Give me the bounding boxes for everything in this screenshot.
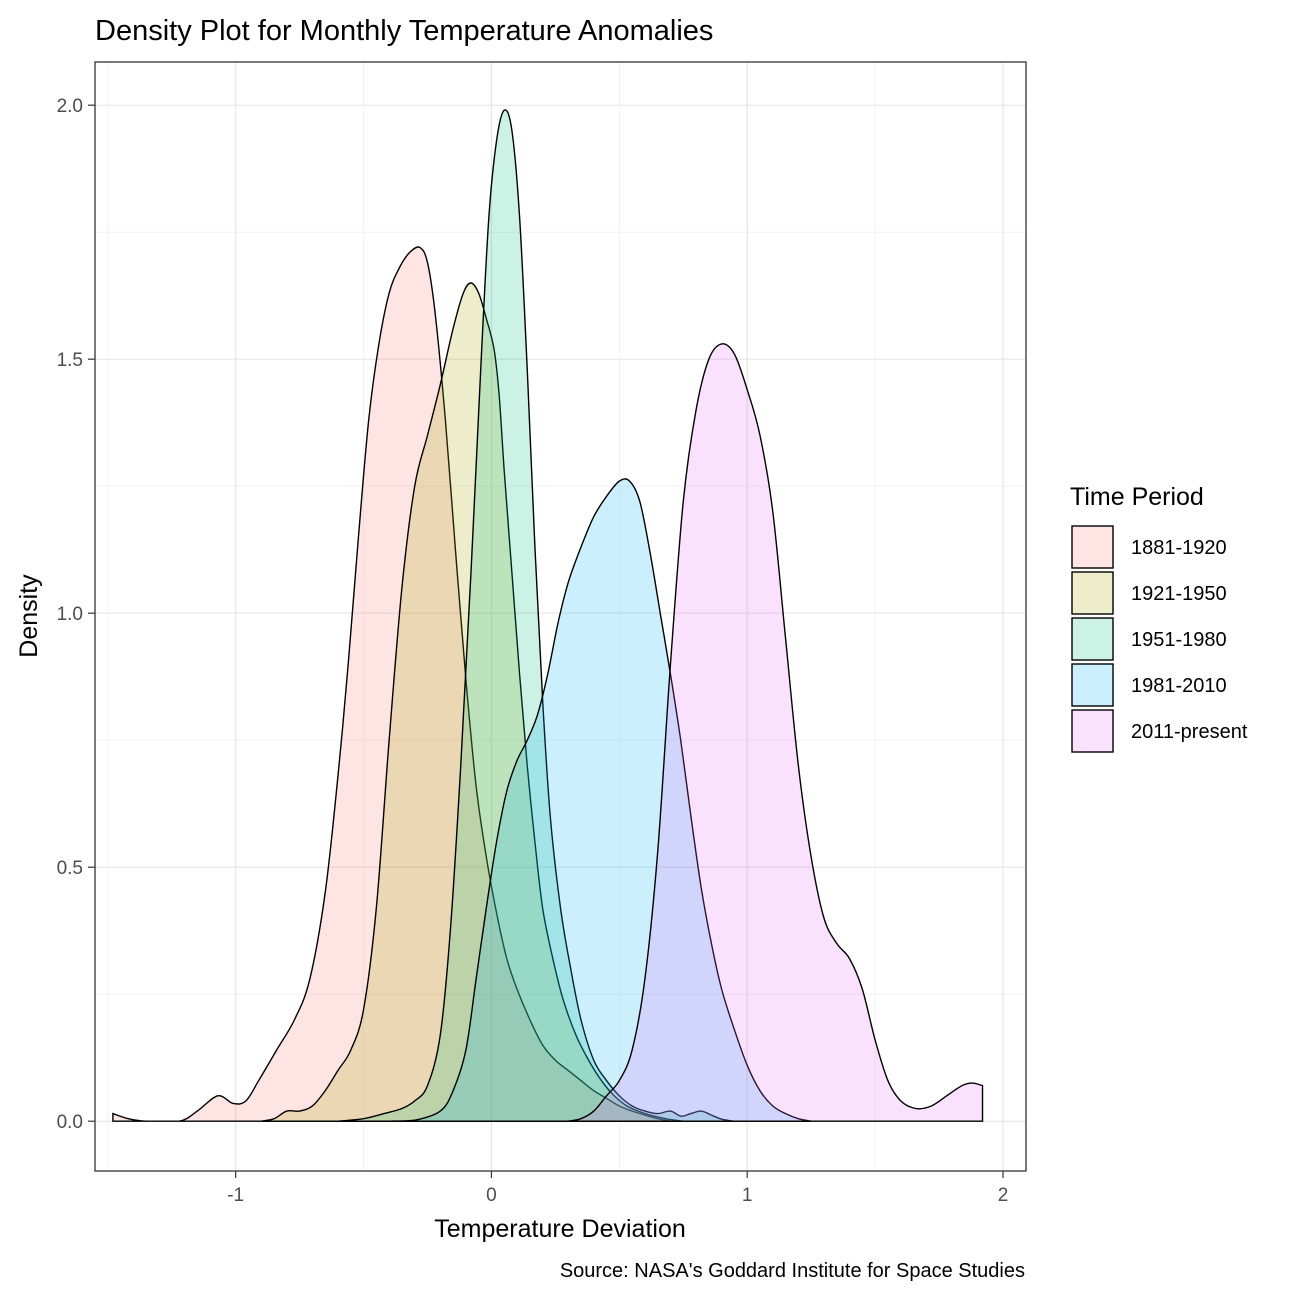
legend-key-bg-2011-present	[1071, 709, 1114, 753]
x-tick-label: 2	[998, 1185, 1009, 1206]
legend-key-bg-1981-2010	[1071, 663, 1114, 707]
density-area-2011-present	[568, 343, 983, 1122]
density-area-1981-2010	[389, 478, 812, 1122]
legend-label-1981-2010: 1981-2010	[1131, 675, 1227, 697]
density-outline-1951-1980	[337, 109, 735, 1122]
y-tick-label: 1.0	[57, 604, 83, 625]
chart-caption: Source: NASA's Goddard Institute for Spa…	[560, 1260, 1025, 1282]
plot-panel	[95, 62, 1026, 1171]
legend-key-bg-1921-1950	[1071, 571, 1114, 615]
density-area-1921-1950	[261, 282, 684, 1122]
legend-label-1951-1980: 1951-1980	[1131, 629, 1227, 651]
y-axis-label: Density	[15, 574, 43, 658]
legend-items: 1881-1920 1921-1950 1951-1980 1981-2010 2011…	[1071, 525, 1248, 753]
x-tick-label: 0	[486, 1185, 497, 1206]
density-area-1951-1980	[337, 109, 735, 1122]
density-outline-1981-2010	[389, 478, 812, 1122]
x-tick-label: 1	[742, 1185, 753, 1206]
y-axis: 0.0 0.5 1.0 1.5 2.0	[57, 96, 95, 1133]
legend-key-bg-1951-1980	[1071, 617, 1114, 661]
y-tick-label: 1.5	[57, 350, 83, 371]
legend-label-1881-1920: 1881-1920	[1131, 537, 1227, 559]
x-axis-label: Temperature Deviation	[434, 1215, 686, 1243]
legend-key-1881-1920	[1071, 525, 1114, 569]
density-areas	[112, 109, 984, 1122]
density-outline-1881-1920	[112, 246, 671, 1122]
density-outline-1921-1950	[261, 282, 684, 1122]
grid-minor	[95, 62, 1026, 1171]
legend-key-1951-1980	[1071, 617, 1114, 661]
plot-border	[94, 61, 1027, 1172]
density-area-1881-1920	[112, 246, 671, 1122]
y-tick-label: 0.5	[57, 858, 83, 879]
density-outline-2011-present	[568, 343, 984, 1122]
legend-label-1921-1950: 1921-1950	[1131, 583, 1227, 605]
legend-key-bg-1881-1920	[1071, 525, 1114, 569]
legend: Time Period 1881-19201921-19501951-19801…	[1070, 483, 1248, 753]
legend-title: Time Period	[1070, 483, 1204, 511]
legend-key-1921-1950	[1071, 571, 1114, 615]
legend-key-2011-present	[1071, 709, 1114, 753]
chart-title: Density Plot for Monthly Temperature Ano…	[95, 15, 713, 47]
legend-label-2011-present: 2011-present	[1131, 721, 1248, 743]
plot-area	[94, 61, 1027, 1172]
x-tick-label: -1	[227, 1185, 244, 1206]
x-axis: -1 0 1 2	[227, 1171, 1008, 1206]
y-tick-label: 0.0	[57, 1112, 83, 1133]
legend-key-1981-2010	[1071, 663, 1114, 707]
y-tick-label: 2.0	[57, 96, 83, 117]
